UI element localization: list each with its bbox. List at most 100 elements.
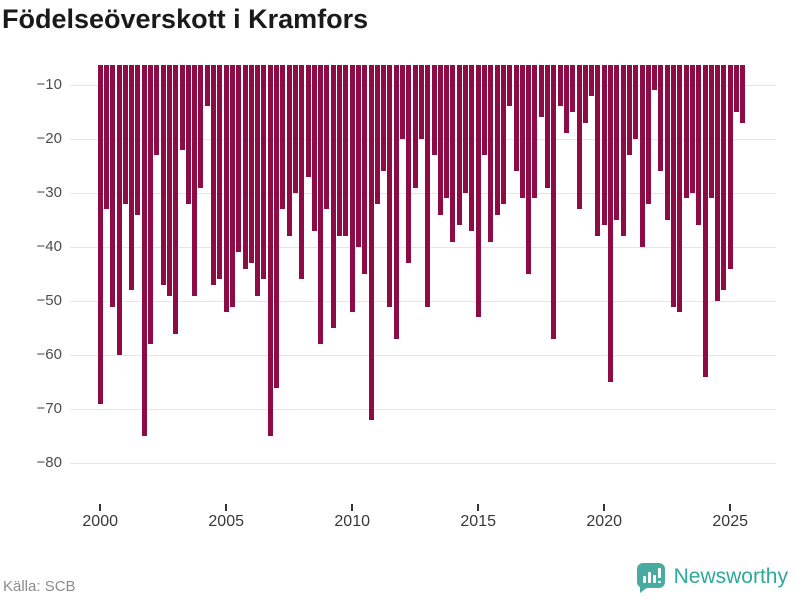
bar-quarter-24: [248, 64, 254, 264]
bar-quarter-4: [122, 64, 128, 204]
bar-quarter-82: [614, 64, 620, 220]
bar-quarter-33: [305, 64, 311, 177]
bar-quarter-77: [582, 64, 588, 123]
bar-quarter-67: [519, 64, 525, 199]
bar-quarter-5: [129, 64, 135, 291]
bar-quarter-74: [563, 64, 569, 134]
y-axis-tick-label: −20: [36, 129, 62, 147]
bar-quarter-48: [400, 64, 406, 139]
bar-quarter-43: [368, 64, 374, 421]
bar-quarter-91: [671, 64, 677, 307]
bar-quarter-95: [696, 64, 702, 226]
newsworthy-speech-bubble-chart-icon: [636, 563, 665, 593]
bar-quarter-31: [292, 64, 298, 193]
bar-quarter-40: [349, 64, 355, 312]
bar-quarter-25: [255, 64, 261, 296]
y-axis-tick-label: −70: [36, 400, 62, 418]
bar-quarter-60: [475, 64, 481, 318]
bar-quarter-98: [715, 64, 721, 302]
bar-quarter-30: [286, 64, 292, 237]
bar-quarter-18: [211, 64, 217, 285]
bar-quarter-54: [437, 64, 443, 215]
bar-quarter-38: [337, 64, 343, 237]
y-axis-tick-label: −50: [36, 292, 62, 310]
bar-quarter-88: [652, 64, 658, 91]
bar-quarter-14: [185, 64, 191, 204]
bar-quarter-97: [708, 64, 714, 199]
bar-quarter-16: [198, 64, 204, 188]
bar-quarter-62: [488, 64, 494, 242]
bar-quarter-68: [526, 64, 532, 274]
bar-quarter-51: [418, 64, 424, 139]
bar-quarter-52: [425, 64, 431, 307]
bar-quarter-89: [658, 64, 664, 172]
bar-quarter-11: [166, 64, 172, 296]
newsworthy-logo[interactable]: Newsworthy: [636, 563, 788, 593]
y-gridline: [70, 409, 776, 411]
y-axis-tick-label: −60: [36, 346, 62, 364]
bar-quarter-47: [393, 64, 399, 339]
y-axis-tick-label: −80: [36, 454, 62, 472]
bar-quarter-20: [223, 64, 229, 312]
x-axis-tick: [351, 504, 354, 511]
bar-quarter-70: [538, 64, 544, 118]
bar-quarter-102: [740, 64, 746, 123]
bar-quarter-57: [456, 64, 462, 226]
bar-quarter-45: [381, 64, 387, 172]
bar-quarter-87: [645, 64, 651, 204]
x-axis-tick: [99, 504, 102, 511]
x-axis-tick-label: 2010: [334, 513, 370, 530]
x-axis-tick-label: 2005: [208, 513, 244, 530]
bar-quarter-81: [608, 64, 614, 383]
bar-quarter-58: [463, 64, 469, 193]
bar-quarter-78: [589, 64, 595, 96]
y-gridline: [70, 301, 776, 303]
bar-quarter-17: [204, 64, 210, 107]
bar-quarter-85: [633, 64, 639, 139]
bar-quarter-59: [469, 64, 475, 231]
bar-quarter-66: [513, 64, 519, 172]
bar-quarter-22: [236, 64, 242, 253]
x-axis-tick-label: 2015: [460, 513, 496, 530]
bar-quarter-44: [374, 64, 380, 204]
x-axis-tick: [729, 504, 732, 511]
bar-quarter-9: [154, 64, 160, 155]
bar-quarter-64: [500, 64, 506, 204]
source-note: Källa: SCB: [3, 578, 76, 595]
bar-quarter-56: [450, 64, 456, 242]
x-axis-tick: [225, 504, 228, 511]
newsworthy-wordmark: Newsworthy: [673, 565, 788, 588]
bar-quarter-75: [570, 64, 576, 112]
bar-quarter-35: [318, 64, 324, 345]
bar-quarter-7: [141, 64, 147, 437]
x-axis-tick-label: 2025: [712, 513, 748, 530]
bar-quarter-26: [261, 64, 267, 280]
bar-quarter-73: [557, 64, 563, 107]
bar-quarter-101: [734, 64, 740, 112]
chart-title: Födelseöverskott i Kramfors: [2, 4, 369, 34]
bar-quarter-49: [406, 64, 412, 264]
bar-quarter-69: [532, 64, 538, 199]
bar-quarter-34: [311, 64, 317, 231]
bar-quarter-84: [626, 64, 632, 155]
x-axis-tick: [477, 504, 480, 511]
x-axis-tick: [603, 504, 606, 511]
bar-quarter-94: [689, 64, 695, 193]
bar-quarter-29: [280, 64, 286, 210]
y-gridline: [70, 247, 776, 248]
bar-quarter-6: [135, 64, 141, 215]
bar-quarter-2: [110, 64, 116, 307]
bar-quarter-15: [192, 64, 198, 296]
bar-quarter-8: [148, 64, 154, 345]
y-gridline: [70, 192, 776, 194]
bar-quarter-10: [160, 64, 166, 285]
bar-quarter-28: [274, 64, 280, 388]
bar-quarter-21: [229, 64, 235, 307]
bar-quarter-90: [664, 64, 670, 220]
bar-quarter-41: [355, 64, 361, 247]
y-axis-tick-label: −10: [36, 75, 62, 93]
y-gridline: [70, 463, 776, 465]
bar-quarter-99: [721, 64, 727, 291]
bar-quarter-23: [242, 64, 248, 269]
